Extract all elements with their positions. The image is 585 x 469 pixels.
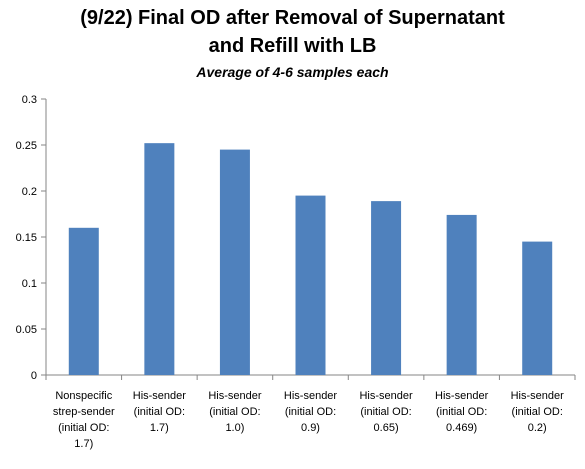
x-category-label: (initial OD: bbox=[58, 422, 109, 434]
bar bbox=[219, 149, 250, 375]
bar bbox=[295, 195, 326, 375]
x-category-label: (initial OD: bbox=[360, 406, 411, 418]
y-tick-label: 0 bbox=[31, 370, 37, 382]
bar bbox=[68, 227, 99, 375]
x-category-label: 1.7) bbox=[74, 438, 93, 450]
x-category-label: His-sender bbox=[435, 390, 489, 402]
x-category-label: (initial OD: bbox=[512, 406, 563, 418]
x-category-label: 1.0) bbox=[225, 422, 244, 434]
chart-title-line-1: (9/22) Final OD after Removal of Superna… bbox=[80, 7, 505, 29]
bar bbox=[371, 201, 402, 375]
x-category-label: 0.9) bbox=[301, 422, 320, 434]
x-category-label: 0.65) bbox=[374, 422, 399, 434]
y-tick-label: 0.3 bbox=[22, 94, 37, 106]
y-tick-label: 0.1 bbox=[22, 278, 37, 290]
x-category-label: strep-sender bbox=[53, 406, 115, 418]
x-category-label: (initial OD: bbox=[285, 406, 336, 418]
bar bbox=[144, 143, 175, 375]
x-category-label: 0.2) bbox=[528, 422, 547, 434]
x-category-label: 1.7) bbox=[150, 422, 169, 434]
x-category-label: (initial OD: bbox=[436, 406, 487, 418]
bar bbox=[522, 241, 553, 375]
y-tick-label: 0.25 bbox=[16, 140, 37, 152]
x-category-label: Nonspecific bbox=[55, 390, 112, 402]
x-category-label: His-sender bbox=[284, 390, 338, 402]
x-category-label: His-sender bbox=[133, 390, 187, 402]
x-category-label: His-sender bbox=[208, 390, 262, 402]
y-tick-label: 0.2 bbox=[22, 186, 37, 198]
x-category-label: 0.469) bbox=[446, 422, 477, 434]
y-tick-label: 0.05 bbox=[16, 324, 37, 336]
x-category-label: His-sender bbox=[511, 390, 565, 402]
x-category-label: (initial OD: bbox=[209, 406, 260, 418]
x-category-label: (initial OD: bbox=[134, 406, 185, 418]
y-tick-label: 0.15 bbox=[16, 232, 37, 244]
chart-title-line-2: and Refill with LB bbox=[208, 35, 377, 57]
bar bbox=[446, 214, 477, 375]
x-category-label: His-sender bbox=[359, 390, 413, 402]
chart-subtitle: Average of 4-6 samples each bbox=[196, 64, 389, 80]
